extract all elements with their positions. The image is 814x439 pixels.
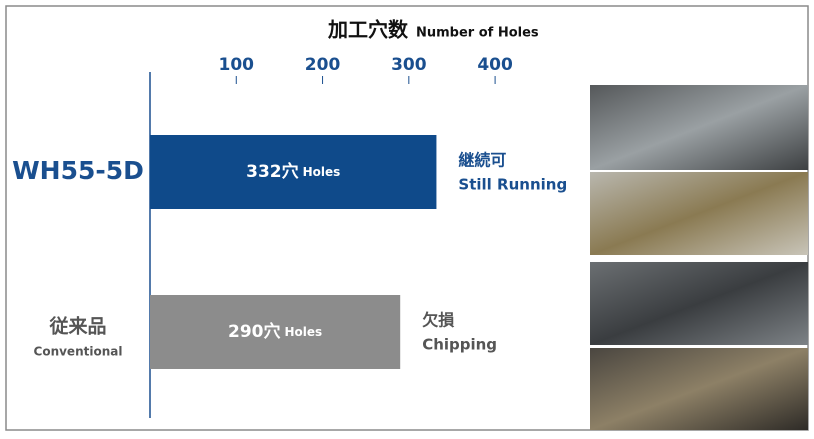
x-tick-label: 400 [477, 55, 513, 75]
status-label: 継続可 [458, 151, 506, 170]
value-label-number: 290穴 [228, 321, 281, 342]
chart-subtitle: Number of Holes [416, 26, 539, 41]
photo [590, 85, 808, 170]
category-sublabel: Conventional [34, 345, 123, 359]
value-label-unit: Holes [285, 325, 323, 339]
value-label: 332穴 Holes [246, 161, 340, 182]
status-sublabel: Chipping [422, 336, 497, 354]
value-label-number: 332穴 [246, 161, 299, 182]
status-label: 欠損 [422, 311, 455, 330]
bar [150, 295, 401, 369]
chart-title: 加工穴数 [327, 18, 409, 42]
status-sublabel: Still Running [458, 176, 567, 194]
bar [150, 135, 437, 209]
value-label-unit: Holes [303, 165, 341, 179]
photo [590, 348, 808, 430]
photo [590, 262, 808, 345]
value-label: 290穴 Holes [228, 321, 322, 342]
x-tick-label: 300 [391, 55, 427, 75]
category-label: 従来品 [48, 315, 106, 338]
photo [590, 172, 808, 255]
x-tick-label: 100 [219, 55, 255, 75]
category-label: WH55-5D [12, 156, 144, 185]
x-tick-label: 200 [305, 55, 341, 75]
